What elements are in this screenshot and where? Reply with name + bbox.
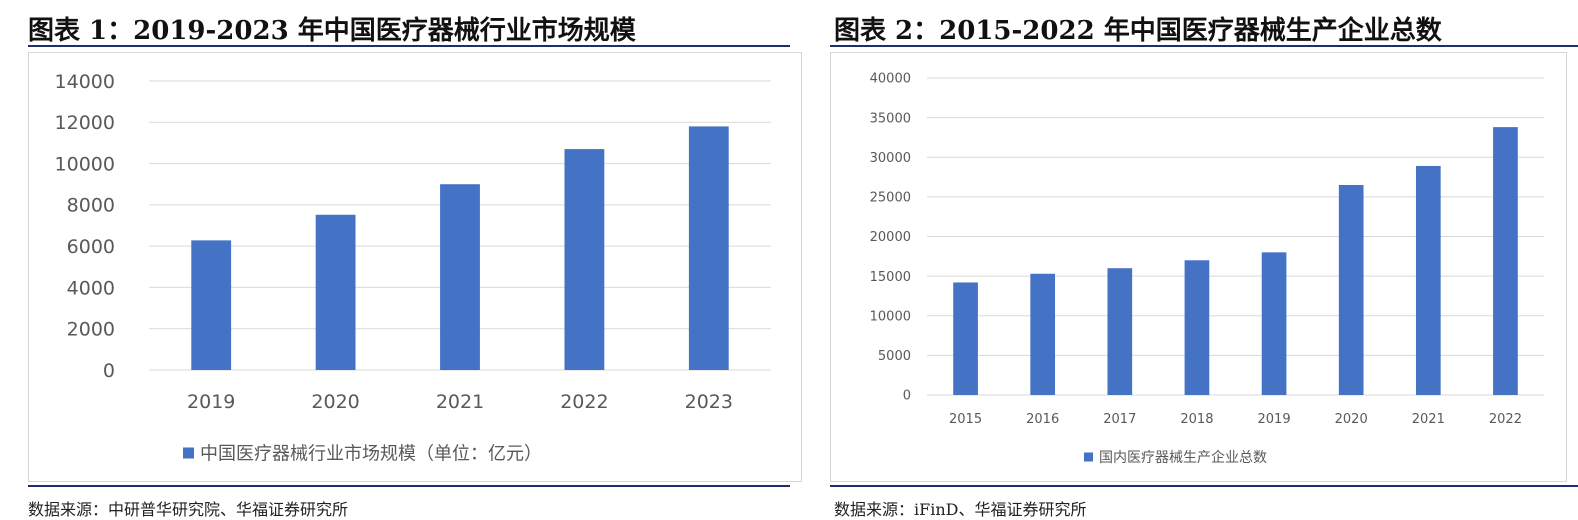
source-rule <box>830 485 1578 487</box>
bar-2020 <box>1338 184 1364 395</box>
legend-swatch <box>183 447 194 459</box>
x-tick-label: 2022 <box>1489 412 1522 427</box>
source-rule <box>28 485 790 487</box>
y-tick-label: 10000 <box>55 153 115 175</box>
source-note: 数据来源：iFinD、华福证券研究所 <box>834 500 1087 519</box>
bar-2022 <box>564 149 605 370</box>
chart-title: 图表 1：2019-2023 年中国医疗器械行业市场规模 <box>28 16 636 46</box>
bar-2018 <box>1184 260 1210 395</box>
bar-2016 <box>1030 273 1056 395</box>
title-rule <box>28 45 790 47</box>
x-tick-label: 2020 <box>311 391 359 413</box>
y-tick-label: 2000 <box>67 319 115 341</box>
bar-2019 <box>1261 252 1287 395</box>
y-tick-label: 15000 <box>870 270 911 285</box>
y-tick-label: 20000 <box>870 230 911 245</box>
title-rule <box>830 45 1578 47</box>
bar-2015 <box>953 282 978 395</box>
x-tick-label: 2021 <box>436 391 484 413</box>
bar-2021 <box>1415 165 1441 395</box>
bar-2019 <box>191 240 232 370</box>
y-tick-label: 14000 <box>55 71 115 93</box>
y-tick-label: 35000 <box>870 111 911 126</box>
bar-chart-market-size: 0 2000 4000 6000 8000 10000 12000 14000 2019 2020… <box>55 71 771 464</box>
y-tick-label: 30000 <box>870 151 911 166</box>
x-tick-label: 2022 <box>560 391 608 413</box>
x-tick-label: 2015 <box>949 412 982 427</box>
bar-2020 <box>315 214 356 370</box>
legend: 中国医疗器械行业市场规模（单位：亿元） <box>183 443 542 464</box>
x-tick-label: 2021 <box>1412 412 1445 427</box>
bar-chart-manufacturer-count: 0 5000 10000 15000 20000 25000 30000 35000 40000… <box>870 72 1544 466</box>
y-tick-label: 0 <box>903 389 911 404</box>
x-tick-label: 2019 <box>187 391 235 413</box>
chart-panel-2: 图表 2：2015-2022 年中国医疗器械生产企业总数 0 5000 10000 1… <box>820 0 1578 520</box>
y-tick-label: 10000 <box>870 309 911 324</box>
x-tick-label: 2017 <box>1103 412 1136 427</box>
y-tick-label: 25000 <box>870 191 911 206</box>
chart-frame: 0 2000 4000 6000 8000 10000 12000 14000 2019 2020… <box>28 52 802 482</box>
legend-swatch <box>1084 452 1093 462</box>
y-tick-label: 4000 <box>67 277 115 299</box>
x-tick-label: 2019 <box>1258 412 1291 427</box>
y-tick-label: 8000 <box>67 195 115 217</box>
x-tick-label: 2016 <box>1026 412 1059 427</box>
legend-label: 国内医疗器械生产企业总数 <box>1099 449 1267 466</box>
bar-2021 <box>440 184 480 370</box>
y-tick-label: 5000 <box>878 349 911 364</box>
x-tick-label: 2023 <box>685 391 733 413</box>
bar-2017 <box>1107 268 1133 395</box>
y-tick-label: 0 <box>103 360 115 382</box>
x-tick-label: 2018 <box>1180 412 1213 427</box>
chart-frame: 0 5000 10000 15000 20000 25000 30000 35000 40000… <box>830 52 1567 482</box>
source-note: 数据来源：中研普华研究院、华福证券研究所 <box>28 500 349 519</box>
y-tick-label: 12000 <box>55 112 115 134</box>
y-tick-label: 40000 <box>870 72 911 87</box>
legend-label: 中国医疗器械行业市场规模（单位：亿元） <box>200 443 542 464</box>
x-tick-label: 2020 <box>1335 412 1368 427</box>
chart-title: 图表 2：2015-2022 年中国医疗器械生产企业总数 <box>834 16 1442 46</box>
legend: 国内医疗器械生产企业总数 <box>1084 449 1267 466</box>
bar-2023 <box>688 126 729 371</box>
y-tick-label: 6000 <box>67 236 115 258</box>
bar-2022 <box>1493 127 1518 395</box>
chart-panel-1: 图表 1：2019-2023 年中国医疗器械行业市场规模 0 2000 4000 60… <box>28 16 802 519</box>
